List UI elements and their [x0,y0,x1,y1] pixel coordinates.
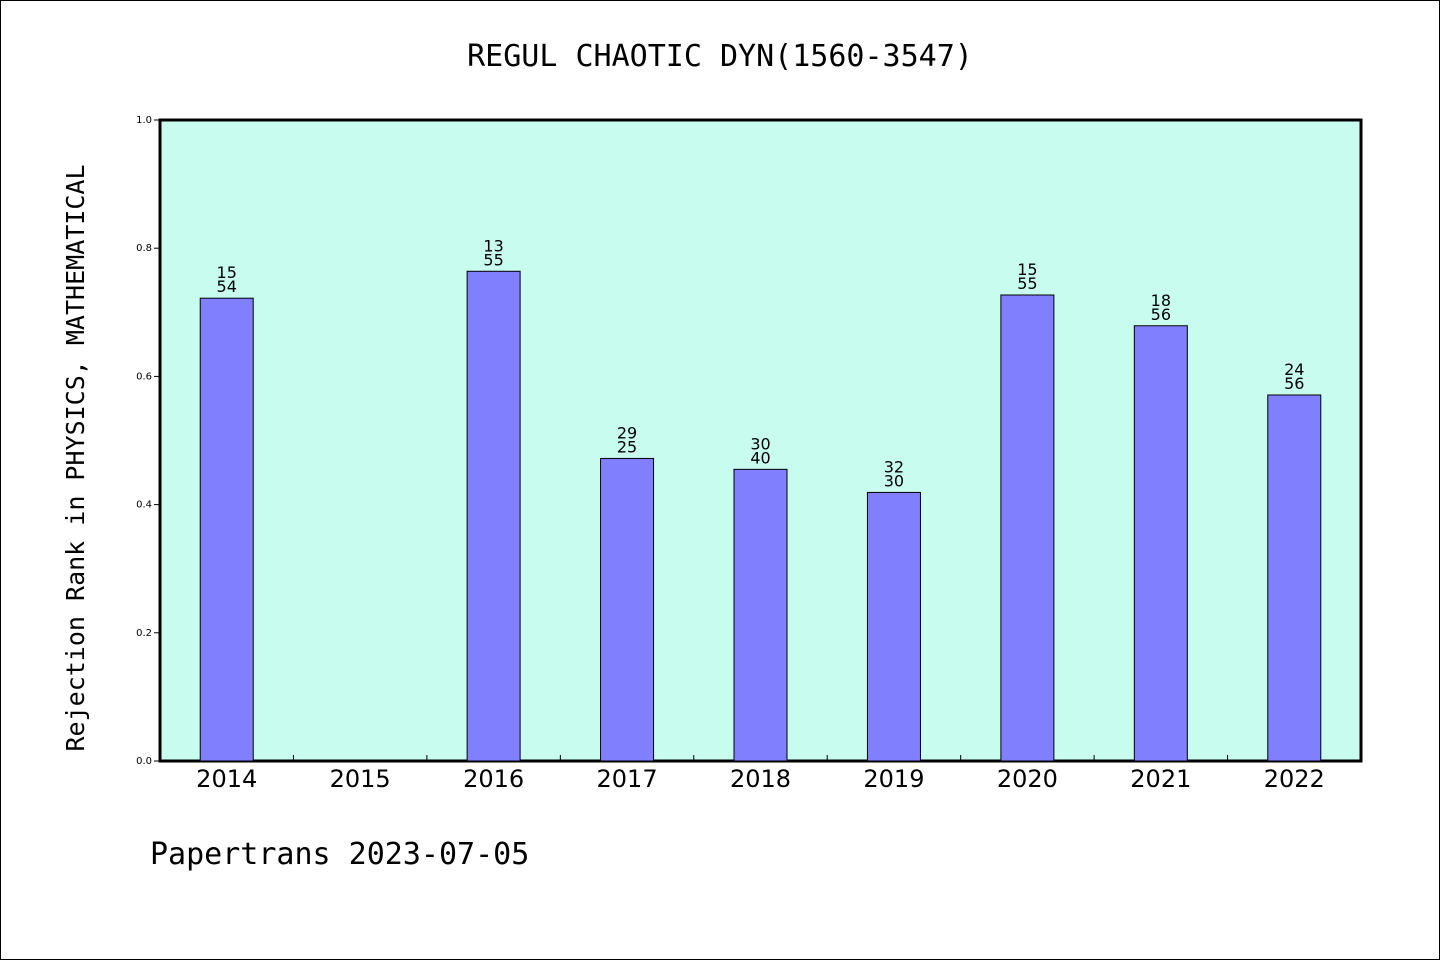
bar-label-bottom: 40 [750,448,770,467]
x-tick-label: 2019 [863,765,924,793]
bar [1133,325,1188,762]
y-axis-ticks: 0.0 0.2 0.4 0.6 0.8 1.0 [136,115,160,767]
bar-label-top: 15 [1017,260,1037,279]
y-tick-label: 0.4 [136,500,152,511]
bar-label-bottom: 56 [1151,305,1171,324]
bar-label-top: 18 [1151,291,1171,310]
y-tick-label: 1.0 [136,115,152,126]
bar-label-top: 15 [217,263,237,282]
y-tick-label: 0.8 [136,243,152,254]
y-tick-label: 0.0 [136,756,152,767]
bar [466,270,521,762]
footer-credit: Papertrans 2023-07-05 [150,837,529,872]
x-tick-label: 2017 [597,765,658,793]
y-axis-label: Rejection Rank in PHYSICS, MATHEMATICAL [61,165,90,752]
bar-label-top: 29 [617,423,637,442]
y-tick-label: 0.2 [136,628,152,639]
bar-label-top: 24 [1284,360,1304,379]
bar-label-bottom: 55 [483,250,503,269]
bar-label-bottom: 56 [1284,374,1304,393]
bar-label-top: 32 [884,457,904,476]
y-tick-label: 0.6 [136,371,152,382]
bar [733,468,788,762]
bar-label-bottom: 25 [617,437,637,456]
x-tick-label: 2016 [463,765,524,793]
bar-label-bottom: 54 [217,277,237,296]
bar [600,457,655,762]
bar-label-bottom: 30 [884,471,904,490]
x-tick-label: 2020 [997,765,1058,793]
bar-label-top: 30 [750,434,770,453]
bar [199,297,254,762]
bar [866,491,921,762]
bar [1000,294,1055,762]
bar-label-bottom: 55 [1017,274,1037,293]
bar-label-top: 13 [483,236,503,255]
x-tick-label: 2022 [1264,765,1325,793]
x-tick-label: 2021 [1130,765,1191,793]
bar [1267,394,1322,762]
bars [199,270,1322,762]
x-tick-label: 2018 [730,765,791,793]
chart-title: REGUL CHAOTIC DYN(1560-3547) [467,39,973,74]
x-tick-label: 2014 [196,765,257,793]
x-tick-label: 2015 [330,765,391,793]
x-axis-ticks: 2014 2015 2016 2017 2018 2019 2020 2021 2022 [196,755,1325,793]
